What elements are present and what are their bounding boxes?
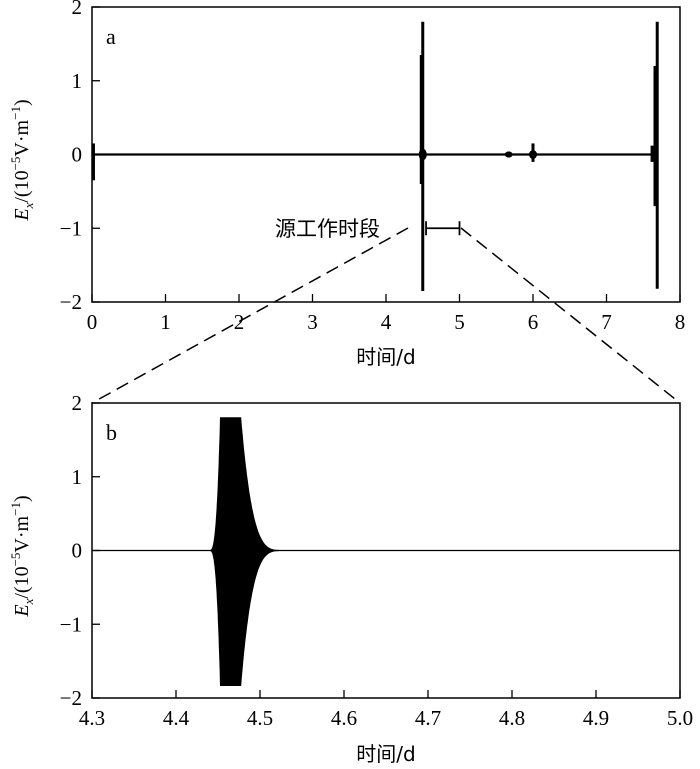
- zoom-connector-right: [460, 227, 681, 404]
- y-tick-label: 2: [72, 0, 83, 19]
- x-tick-label: 3: [307, 310, 318, 334]
- y-tick-label: 0: [72, 143, 83, 167]
- x-tick-label: 4.7: [415, 706, 441, 730]
- x-axis-title-a: 时间/d: [356, 345, 415, 369]
- x-tick-label: 8: [675, 310, 686, 334]
- work-period-label: 源工作时段: [275, 217, 380, 241]
- y-tick-label: −2: [60, 686, 82, 710]
- y-tick-label: −1: [60, 612, 82, 636]
- y-axis-title-a: Ex/(10−5V·m−1): [8, 99, 36, 221]
- y-tick-label: −2: [60, 290, 82, 314]
- panel-label-b: b: [106, 420, 117, 445]
- series-b: [92, 417, 680, 686]
- panel-a: 0 1 2 3 4 5 6 7 8 −2 −1 0 1 2 a 源工作时段 时间/d Ex/(10−5V·…: [8, 0, 685, 369]
- y-tick-label: 1: [72, 69, 83, 93]
- x-tick-label: 5: [454, 310, 465, 334]
- work-period-annotation: 源工作时段: [275, 217, 461, 241]
- x-tick-label: 2: [234, 310, 245, 334]
- zoom-connector-left: [91, 227, 409, 404]
- x-axis-title-b: 时间/d: [356, 742, 415, 766]
- x-tick-label: 5.0: [667, 706, 693, 730]
- signal-burst: [209, 417, 286, 686]
- x-tick-label: 6: [528, 310, 539, 334]
- x-tick-label: 4.6: [331, 706, 357, 730]
- x-tick-label: 4.9: [583, 706, 609, 730]
- y-tick-label: 1: [72, 465, 83, 489]
- x-tick-label: 4.3: [79, 706, 105, 730]
- x-tick-label: 4.5: [247, 706, 273, 730]
- ticks-b: 4.3 4.4 4.5 4.6 4.7 4.8 4.9 5.0 −2 −1 0 1 2: [60, 391, 693, 730]
- x-tick-label: 4: [381, 310, 392, 334]
- y-tick-label: 0: [72, 539, 83, 563]
- panel-b: 4.3 4.4 4.5 4.6 4.7 4.8 4.9 5.0 −2 −1 0 1 2 b 时间/d E…: [8, 391, 693, 766]
- y-tick-label: −1: [60, 216, 82, 240]
- signal-blob: [529, 150, 537, 159]
- signal-blob: [418, 148, 427, 161]
- x-tick-label: 7: [601, 310, 612, 334]
- x-tick-label: 1: [160, 310, 171, 334]
- x-tick-label: 0: [87, 310, 98, 334]
- x-tick-label: 4.4: [163, 706, 190, 730]
- series-a: [91, 21, 659, 291]
- y-tick-label: 2: [72, 391, 83, 415]
- signal-blob: [504, 151, 513, 158]
- y-axis-title-b: Ex/(10−5V·m−1): [8, 495, 36, 617]
- ticks-a: 0 1 2 3 4 5 6 7 8 −2 −1 0 1 2: [60, 0, 686, 334]
- x-tick-label: 4.8: [499, 706, 525, 730]
- panel-label-a: a: [106, 24, 116, 49]
